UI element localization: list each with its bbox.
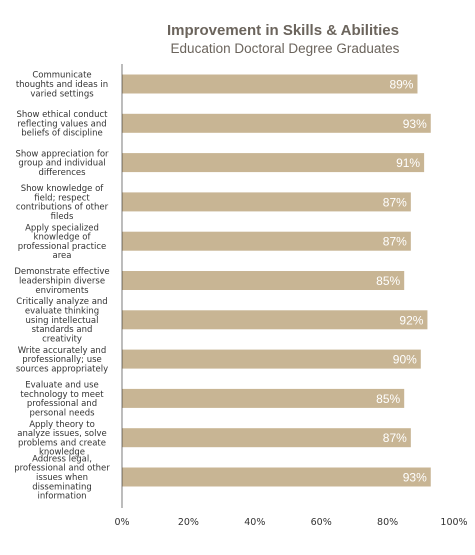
category-label-line: technology to meet [20,390,104,400]
x-tick-label: 0% [114,517,129,528]
category-label-line: issues when [36,473,88,483]
category-label-line: Apply specialized [25,223,99,233]
category-label-line: Show ethical conduct [17,110,109,120]
category-label-line: professional and other [14,464,110,474]
category-label: Apply theory to analyze issues, solve prob… [17,420,107,458]
chart-subtitle: Education Doctoral Degree Graduates [171,41,400,56]
bar [122,428,411,448]
bar [122,113,431,133]
bar [122,271,405,290]
category-label-line: creativity [42,334,82,344]
category-label-line: Critically analyze and [16,297,107,307]
category-label-line: thoughts and ideas in [16,80,108,90]
category-label-line: analyze issues, solve [17,429,107,439]
category-label-line: field; respect [34,193,90,203]
category-label: Apply specialized knowledge of professiona… [18,223,107,261]
category-label-line: evaluate thinking [25,307,99,317]
category-label-line: problems and create [18,438,106,448]
bars-layer: 89% 93% 91% 87% 87% 85% 92% 90% 85% 87% 93% [122,74,431,487]
category-label-line: leadershipin diverse [19,277,105,287]
category-label: Show ethical conduct reflecting values an… [17,110,109,139]
category-label-line: personal needs [29,408,95,418]
category-label-line: Communicate [32,71,91,81]
x-tick-label: 80% [377,517,398,528]
bar [122,74,418,94]
x-tick-label: 20% [178,517,199,528]
category-label: Show appreciation for group and individua… [15,149,109,178]
bar [122,231,411,251]
category-label-line: professional practice [18,242,107,252]
category-label-line: Show knowledge of [21,184,105,194]
data-label: 87% [383,195,407,209]
category-label-line: fileds [51,212,74,222]
data-label: 91% [396,156,420,170]
category-label-line: Evaluate and use [25,380,99,390]
x-tick-label: 40% [244,517,265,528]
category-label-line: Address legal, [32,454,92,464]
category-labels: Communicate thoughts and ideas in varied s… [14,71,110,502]
category-label-line: beliefs of discipline [21,129,103,139]
bar [122,192,411,212]
category-label: Write accurately and professionally; use s… [16,346,108,375]
data-label: 92% [399,313,423,327]
data-label: 93% [403,471,427,485]
category-label-line: reflecting values and [17,119,106,129]
category-label: Evaluate and use technology to meet profes… [20,380,104,418]
category-label-line: information [37,492,86,502]
category-label-line: enviroments [35,286,89,296]
x-axis: 0% 20% 40% 60% 80% 100% [114,64,468,528]
chart-title: Improvement in Skills & Abilities [167,22,399,39]
data-label: 87% [383,235,407,249]
category-label-line: group and individual [18,159,105,169]
category-label: Communicate thoughts and ideas in varied s… [16,71,108,100]
bar [122,349,421,369]
category-label-line: area [53,251,72,261]
data-label: 93% [403,117,427,131]
data-label: 85% [376,274,400,288]
category-label-line: professional and [27,399,97,409]
data-label: 90% [393,353,417,367]
category-label-line: knowledge [39,448,85,458]
data-label: 89% [389,78,413,92]
category-label-line: Show appreciation for [15,149,109,159]
category-label-line: disseminating [32,482,92,492]
bar [122,467,431,487]
category-label-line: professionally; use [22,355,102,365]
category-label: Show knowledge of field; respect contribut… [16,184,109,222]
bar [122,310,428,330]
category-label-line: standards and [32,325,93,335]
category-label-line: sources appropriately [16,364,108,374]
category-label-line: knowledge of [34,233,92,243]
category-label: Demonstrate effective leadershipin divers… [14,267,109,296]
category-label-line: differences [38,168,86,178]
bar [122,153,425,173]
data-label: 85% [376,392,400,406]
x-tick-label: 60% [311,517,332,528]
x-tick-label: 100% [440,517,467,528]
category-label-line: contributions of other [16,203,109,213]
category-label: Address legal, professional and other issu… [14,454,110,501]
category-label-line: Write accurately and [18,346,106,356]
category-label-line: using intellectual [26,316,99,326]
category-label-line: Apply theory to [29,420,95,430]
data-label: 87% [383,431,407,445]
category-label: Critically analyze and evaluate thinking u… [16,297,107,344]
bar [122,388,405,408]
category-label-line: Demonstrate effective [14,267,109,277]
category-label-line: varied settings [30,89,94,99]
